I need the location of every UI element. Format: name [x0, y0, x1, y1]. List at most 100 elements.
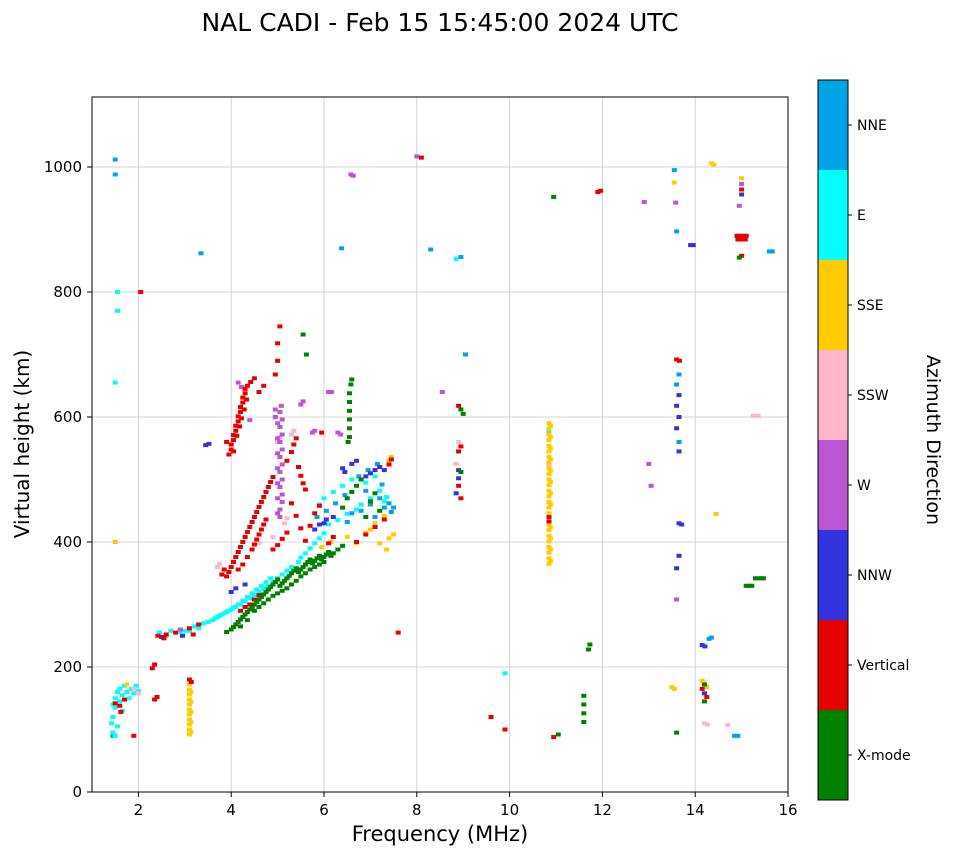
scatter-point-sse — [546, 488, 552, 493]
scatter-point-vertical — [186, 677, 192, 682]
scatter-point-x-mode — [244, 618, 250, 623]
scatter-point-sse — [367, 527, 373, 532]
x-axis-label: Frequency (MHz) — [351, 822, 529, 846]
scatter-point-x-mode — [316, 553, 322, 558]
scatter-point-sse — [186, 682, 192, 687]
scatter-point-e — [453, 256, 459, 261]
scatter-point-ssw — [217, 561, 223, 566]
scatter-point-x-mode — [275, 577, 281, 582]
scatter-point-vertical — [279, 536, 285, 541]
scatter-point-w — [673, 200, 679, 205]
scatter-point-w — [312, 428, 318, 433]
scatter-point-e — [372, 474, 378, 479]
scatter-point-nne — [428, 247, 434, 252]
scatter-point-sse — [547, 446, 553, 451]
scatter-point-x-mode — [363, 515, 369, 519]
scatter-point-x-mode — [289, 582, 294, 587]
scatter-point-x-mode — [302, 571, 308, 576]
scatter-point-e — [330, 490, 336, 494]
scatter-point-w — [275, 496, 281, 501]
scatter-point-vertical — [224, 440, 230, 444]
scatter-point-vertical — [235, 550, 241, 554]
scatter-point-nnw — [676, 449, 682, 454]
scatter-point-nne — [339, 246, 345, 251]
scatter-point-x-mode — [307, 557, 313, 562]
scatter-point-x-mode — [372, 491, 378, 496]
scatter-point-sse — [124, 682, 130, 687]
scatter-point-ssw — [282, 521, 288, 526]
scatter-point-e — [109, 721, 114, 726]
scatter-point-sse — [546, 561, 552, 566]
colorbar-tick-label: SSW — [857, 388, 889, 404]
scatter-point-nnw — [340, 466, 346, 471]
scatter-point-vertical — [546, 515, 552, 519]
scatter-point-e — [367, 496, 373, 501]
scatter-point-vertical — [152, 697, 158, 702]
scatter-point-vertical — [186, 626, 192, 631]
scatter-point-vertical — [233, 555, 239, 559]
scatter-point-vertical — [249, 547, 255, 552]
scatter-point-e — [316, 536, 322, 541]
chart-title: NAL CADI - Feb 15 15:45:00 2024 UTC — [201, 8, 679, 37]
scatter-point-w — [277, 455, 283, 459]
scatter-point-sse — [547, 547, 553, 552]
scatter-point-sse — [547, 423, 553, 428]
scatter-point-ssw — [453, 461, 459, 466]
scatter-point-sse — [546, 556, 552, 561]
scatter-point-vertical — [270, 547, 276, 552]
scatter-point-sse — [739, 176, 745, 181]
scatter-point-sse — [186, 722, 192, 727]
scatter-point-e — [115, 724, 120, 729]
scatter-point-vertical — [598, 188, 603, 193]
scatter-point-w — [736, 203, 742, 208]
scatter-point-w — [275, 481, 281, 486]
scatter-point-sse — [372, 521, 378, 526]
scatter-point-x-mode — [233, 622, 239, 627]
scatter-point-vertical — [251, 597, 257, 602]
scatter-point-vertical — [226, 452, 232, 457]
scatter-point-sse — [546, 505, 552, 510]
scatter-point-nnw — [690, 243, 696, 248]
scatter-point-e — [135, 688, 141, 693]
scatter-point-sse — [319, 545, 325, 549]
scatter-point-ssw — [291, 428, 297, 433]
scatter-point-vertical — [254, 510, 260, 514]
scatter-point-e — [279, 572, 285, 577]
scatter-point-sse — [547, 468, 553, 473]
colorbar-tick-label: X-mode — [857, 748, 911, 764]
scatter-point-nne — [349, 511, 355, 516]
scatter-point-ssw — [284, 516, 290, 521]
colorbar-segment-sse — [818, 260, 848, 350]
scatter-point-vertical — [258, 527, 264, 532]
scatter-point-e — [117, 686, 123, 691]
scatter-point-sse — [547, 435, 553, 439]
scatter-point-w — [277, 485, 283, 489]
scatter-point-ssw — [456, 440, 462, 444]
scatter-point-w — [275, 511, 281, 516]
scatter-point-sse — [546, 477, 552, 482]
scatter-point-vertical — [238, 410, 243, 414]
scatter-point-x-mode — [298, 567, 304, 572]
scatter-point-x-mode — [581, 720, 587, 724]
scatter-point-w — [277, 470, 283, 474]
colorbar-label: Azimuth Direction — [922, 354, 944, 526]
scatter-point-vertical — [456, 403, 462, 408]
scatter-point-nne — [342, 493, 348, 498]
scatter-point-x-mode — [344, 496, 350, 501]
scatter-point-vertical — [258, 500, 264, 504]
y-tick-label: 400 — [53, 533, 82, 551]
colorbar-segment-nnw — [818, 530, 848, 620]
scatter-point-w — [247, 418, 253, 423]
scatter-point-sse — [546, 500, 552, 504]
scatter-point-e — [112, 733, 118, 738]
scatter-point-nne — [372, 515, 378, 519]
scatter-point-nne — [381, 505, 387, 510]
scatter-point-x-mode — [279, 588, 285, 593]
scatter-point-vertical — [386, 462, 392, 467]
scatter-point-sse — [546, 443, 552, 448]
scatter-point-w — [275, 451, 281, 456]
scatter-point-ssw — [289, 432, 294, 437]
scatter-point-x-mode — [265, 597, 271, 602]
scatter-point-x-mode — [312, 565, 318, 569]
